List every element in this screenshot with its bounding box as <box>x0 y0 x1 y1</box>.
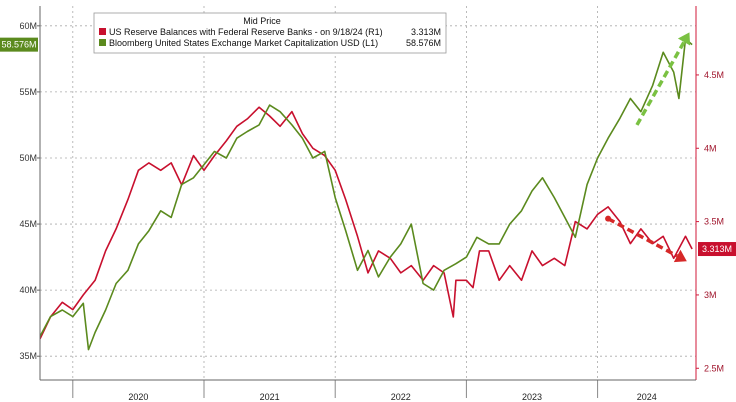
gridlines <box>40 6 696 380</box>
trend-arrow-head <box>673 249 687 263</box>
trend-arrow-head <box>677 32 691 46</box>
right-tick-label: 3M <box>704 290 717 300</box>
trend-arrow-start-dot <box>605 215 612 222</box>
series-layer <box>40 38 693 351</box>
legend-entry-value: 3.313M <box>411 27 441 37</box>
axes: 35M 40M 45M 50M 55M 60M 2020 2021 2022 2023 2024 2.… <box>19 6 724 402</box>
trend-arrow-line <box>635 41 686 126</box>
right-tick-label: 4.5M <box>704 70 724 80</box>
legend-entry-label: US Reserve Balances with Federal Reserve… <box>109 27 383 37</box>
left-tick-label: 45M <box>19 219 37 229</box>
left-last-value-tag <box>0 37 38 52</box>
trend-arrow-line <box>607 217 678 258</box>
x-tick-label: 2024 <box>637 392 657 402</box>
left-tick-label: 60M <box>19 21 37 31</box>
last-value-labels: 58.576M 3.313M <box>0 37 736 257</box>
right-tick-label: 2.5M <box>704 363 724 373</box>
left-tick-label: 55M <box>19 87 37 97</box>
left-tick-label: 40M <box>19 285 37 295</box>
legend-swatch <box>99 28 106 35</box>
annotation-layer <box>605 32 691 263</box>
left-tick-label: 35M <box>19 351 37 361</box>
legend-box <box>93 12 447 54</box>
series-line-reserve-balances <box>40 106 693 340</box>
plot-background <box>40 6 696 380</box>
right-tick-label: 4M <box>704 143 717 153</box>
legend-entry-label: Bloomberg United States Exchange Market … <box>109 38 378 48</box>
legend-swatch <box>99 39 106 46</box>
legend-title: Mid Price <box>243 16 281 26</box>
series-line-market-cap <box>40 38 693 351</box>
left-last-value: 58.576M <box>1 40 36 50</box>
right-last-value-tag <box>698 242 736 257</box>
right-tick-label: 3.5M <box>704 217 724 227</box>
right-last-value: 3.313M <box>702 244 732 254</box>
x-tick-label: 2020 <box>128 392 148 402</box>
legend-entry-value: 58.576M <box>406 38 441 48</box>
x-tick-label: 2023 <box>522 392 542 402</box>
left-tick-label: 50M <box>19 153 37 163</box>
x-tick-label: 2022 <box>391 392 411 402</box>
x-tick-label: 2021 <box>260 392 280 402</box>
